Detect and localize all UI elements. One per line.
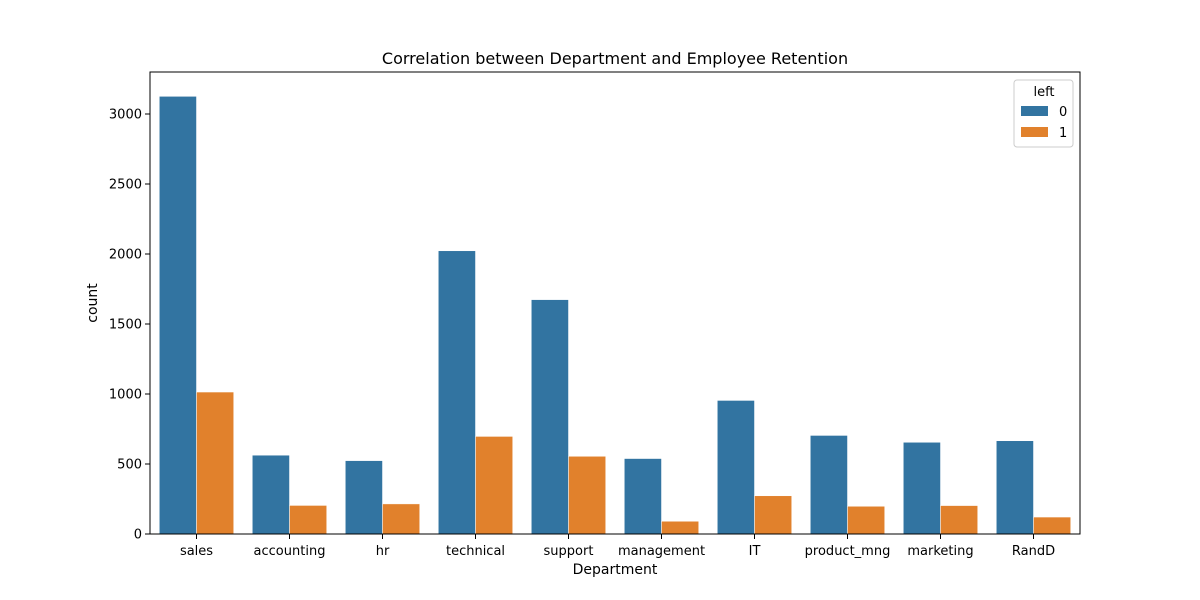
x-tick-label: management	[618, 544, 705, 559]
x-tick-label: RandD	[1012, 544, 1055, 559]
bar-1-IT	[754, 495, 792, 535]
bars	[159, 96, 1071, 535]
bar-1-support	[568, 456, 606, 535]
bar-1-product_mng	[847, 506, 885, 535]
x-tick-label: hr	[376, 544, 390, 559]
bar-1-hr	[382, 503, 420, 535]
legend-label-0: 0	[1059, 105, 1067, 120]
y-tick-label: 0	[134, 528, 142, 543]
x-tick-label: product_mng	[805, 544, 891, 559]
y-tick-label: 2000	[109, 248, 142, 263]
bar-0-accounting	[252, 454, 290, 535]
bar-0-product_mng	[810, 435, 848, 535]
y-tick-label: 3000	[109, 108, 142, 123]
x-axis-label: Department	[573, 562, 658, 578]
y-tick-label: 2500	[109, 178, 142, 193]
plot-frame	[149, 71, 1081, 535]
y-tick-label: 500	[117, 458, 142, 473]
legend-swatch-0	[1021, 106, 1048, 116]
legend-label-1: 1	[1059, 126, 1067, 141]
bar-1-marketing	[940, 505, 978, 535]
y-axis-ticks: 0 500 1000 1500 2000 2500 3000	[109, 108, 150, 543]
x-tick-label: IT	[749, 544, 761, 559]
bar-0-IT	[717, 400, 755, 535]
chart-title: Correlation between Department and Emplo…	[382, 49, 848, 68]
y-tick-label: 1500	[109, 318, 142, 333]
bar-0-hr	[345, 460, 383, 535]
y-axis-label: count	[85, 283, 101, 323]
bar-0-sales	[159, 96, 197, 535]
x-tick-label: accounting	[254, 544, 326, 559]
bar-0-management	[624, 458, 662, 535]
x-tick-label: marketing	[907, 544, 973, 559]
bar-0-support	[531, 299, 569, 535]
bar-1-sales	[196, 391, 234, 535]
bar-0-technical	[438, 250, 476, 535]
bar-0-RandD	[996, 440, 1034, 535]
x-axis-ticks: sales accounting hr technical support managem…	[180, 534, 1055, 559]
y-tick-label: 1000	[109, 388, 142, 403]
legend-swatch-1	[1021, 127, 1048, 137]
bar-1-management	[661, 521, 699, 535]
bar-1-RandD	[1033, 516, 1071, 535]
x-tick-label: sales	[180, 544, 213, 559]
legend-title: left	[1033, 85, 1054, 100]
x-tick-label: support	[544, 544, 594, 559]
legend: left 0 1	[1013, 79, 1074, 148]
bar-1-accounting	[289, 505, 327, 535]
bar-0-marketing	[903, 442, 941, 535]
bar-1-technical	[475, 436, 513, 535]
x-tick-label: technical	[446, 544, 505, 559]
